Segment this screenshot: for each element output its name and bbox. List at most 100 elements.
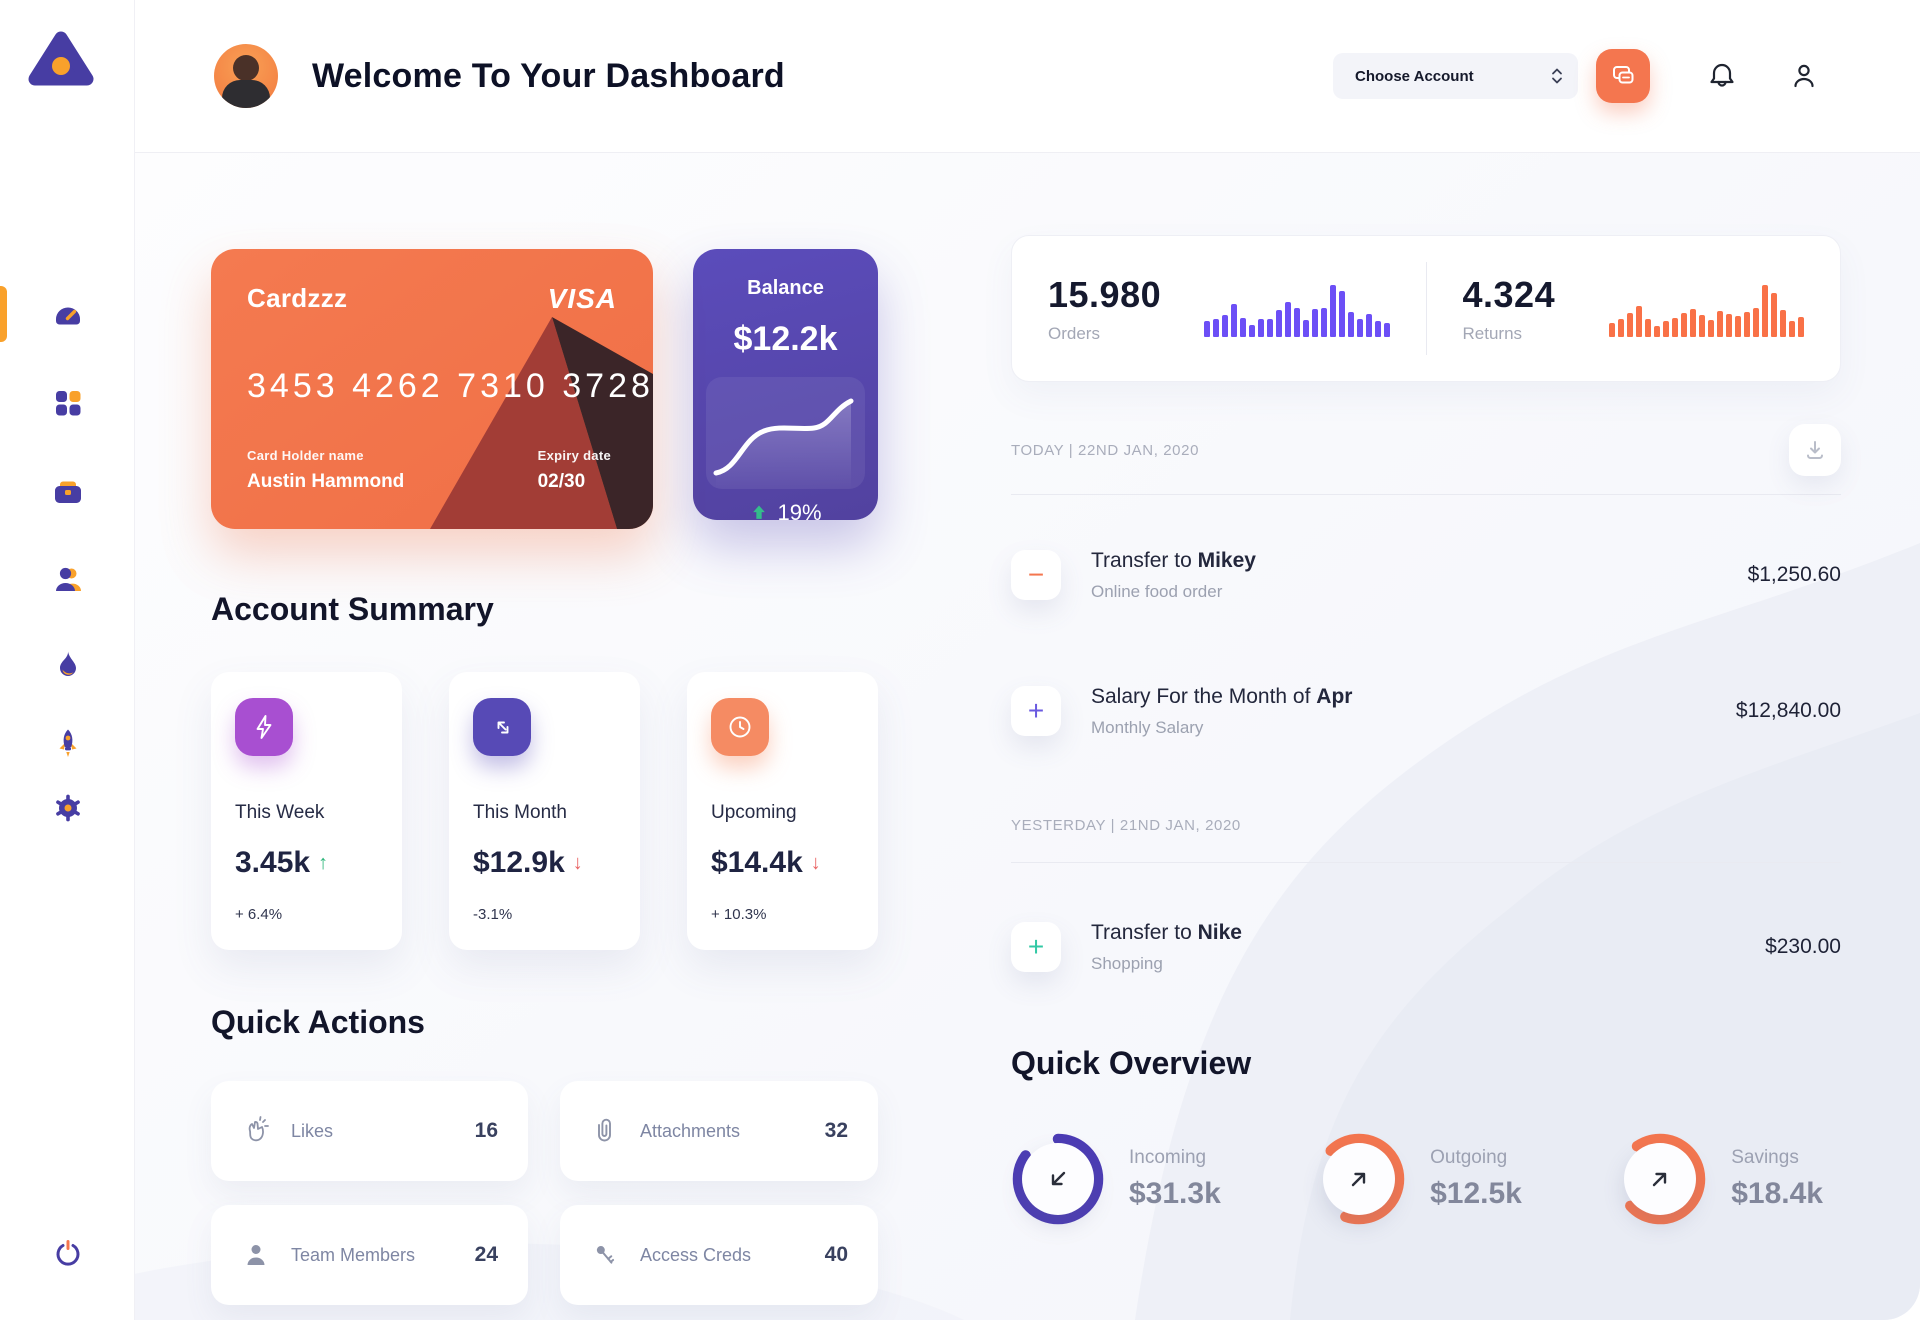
header: Welcome To Your Dashboard Choose Account [135,0,1920,153]
quick-action-likes[interactable]: Likes 16 [211,1081,528,1181]
expiry-label: Expiry date [537,448,611,463]
transaction-amount: $12,840.00 [1735,699,1841,722]
divider [1425,262,1427,355]
trend-down-icon: ↓ [572,851,583,874]
incoming-ring-chart [1011,1132,1105,1226]
overview-label: Savings [1731,1147,1799,1168]
quick-action-count: 16 [474,1119,498,1142]
person-icon [1794,64,1814,88]
summary-cards: This Week 3.45k ↑ + 6.4% This Month [211,672,878,950]
main-content: Cardzzz VISA 3453 4262 7310 3728 Card Ho… [135,153,1920,1320]
lightning-icon [235,698,293,756]
quick-actions-grid: Likes 16 Attachments 32 Team Members [211,1081,878,1305]
credit-card: Cardzzz VISA 3453 4262 7310 3728 Card Ho… [211,249,653,529]
overview-value: $12.5k [1430,1177,1522,1210]
quick-action-attachments[interactable]: Attachments 32 [560,1081,878,1181]
quick-action-team-members[interactable]: Team Members 24 [211,1205,528,1305]
arrow-down-left-icon [1051,1171,1066,1186]
card-number: 3453 4262 7310 3728 [247,367,653,405]
balance-label: Balance [747,277,824,299]
summary-value: 3.45k [235,846,311,879]
divider [1011,494,1841,495]
orders-stat: 15.980 Orders [1012,274,1426,344]
balance-card: Balance $12.2k [693,249,878,525]
member-icon [247,1245,265,1265]
trend-down-icon: ↓ [810,851,821,874]
transaction-amount: $1,250.60 [1747,563,1841,586]
returns-label: Returns [1462,323,1523,343]
balance-trend-chart [706,377,865,489]
returns-sparkline [1609,281,1804,337]
summary-label: Upcoming [711,802,797,823]
quick-action-count: 32 [824,1119,848,1142]
transaction-title: Salary For the Month of Apr [1091,684,1353,708]
avatar[interactable] [214,44,278,108]
overview-outgoing: Outgoing $12.5k [1312,1132,1522,1226]
summary-delta: -3.1% [473,906,513,923]
arrow-up-right-icon [1351,1172,1366,1187]
card-holder-label: Card Holder name [247,448,364,463]
notifications-button[interactable] [1706,60,1738,92]
paperclip-icon [598,1118,611,1142]
card-name: Cardzzz [247,283,348,313]
choose-account-dropdown[interactable]: Choose Account [1333,53,1578,99]
transaction-title: Transfer to Mikey [1091,548,1256,572]
card-holder-name: Austin Hammond [247,471,405,492]
sidebar-active-indicator [0,286,7,342]
overview-value: $31.3k [1129,1177,1221,1210]
transaction-row[interactable]: + Salary For the Month of Apr Monthly Sa… [1011,661,1841,761]
sidebar-item-launch[interactable] [0,715,135,771]
overview-savings: Savings $18.4k [1613,1132,1823,1226]
transaction-amount: $230.00 [1765,935,1841,958]
transaction-subtitle: Monthly Salary [1091,717,1204,737]
plus-icon: + [1011,922,1061,972]
sidebar-item-apps[interactable] [0,375,135,431]
summary-card-this-week: This Week 3.45k ↑ + 6.4% [211,672,402,950]
sidebar-item-contacts[interactable] [0,552,135,608]
power-icon [56,1240,79,1266]
returns-stat: 4.324 Returns [1427,274,1841,344]
sidebar-item-portfolio[interactable] [0,465,135,521]
summary-delta: + 6.4% [235,906,283,923]
quick-action-label: Attachments [640,1120,741,1141]
gear-icon [55,794,80,822]
bell-icon [1710,63,1734,87]
transaction-row[interactable]: − Transfer to Mikey Online food order $1… [1011,525,1841,625]
summary-card-upcoming: Upcoming $14.4k ↓ + 10.3% [687,672,878,950]
overview-value: $18.4k [1731,1177,1823,1210]
savings-ring-chart [1613,1132,1707,1226]
clap-icon [248,1116,269,1142]
quick-action-access-creds[interactable]: Access Creds 40 [560,1205,878,1305]
key-icon [596,1246,615,1264]
outgoing-ring-chart [1312,1132,1406,1226]
chat-button[interactable] [1596,49,1650,103]
left-column: Cardzzz VISA 3453 4262 7310 3728 Card Ho… [211,249,878,1305]
overview-label: Outgoing [1430,1147,1508,1168]
sidebar [0,0,135,1320]
trend-up-icon: ↑ [318,851,329,874]
swap-arrows-icon [473,698,531,756]
profile-button[interactable] [1788,60,1820,92]
app-logo[interactable] [26,26,96,96]
flame-icon [59,651,76,676]
arrow-up-right-icon [1653,1172,1667,1187]
sidebar-item-logout[interactable] [0,1226,135,1282]
transaction-row[interactable]: + Transfer to Nike Shopping $230.00 [1011,897,1841,997]
overview-incoming: Incoming $31.3k [1011,1132,1221,1226]
download-button[interactable] [1789,424,1841,476]
background-wave [135,543,1920,1320]
sidebar-item-trending[interactable] [0,637,135,693]
summary-delta: + 10.3% [711,906,767,923]
page-title: Welcome To Your Dashboard [312,56,785,95]
quick-action-label: Team Members [291,1244,416,1265]
transaction-subtitle: Shopping [1091,953,1163,973]
orders-sparkline [1203,281,1390,337]
balance-value: $12.2k [733,320,838,358]
grid-icon [55,391,80,416]
sidebar-item-dashboard[interactable] [0,287,135,343]
plus-icon: + [1011,686,1061,736]
quick-actions-heading: Quick Actions [211,1004,425,1040]
rocket-icon [59,729,76,757]
account-summary-heading: Account Summary [211,591,494,627]
sidebar-item-settings[interactable] [0,780,135,836]
